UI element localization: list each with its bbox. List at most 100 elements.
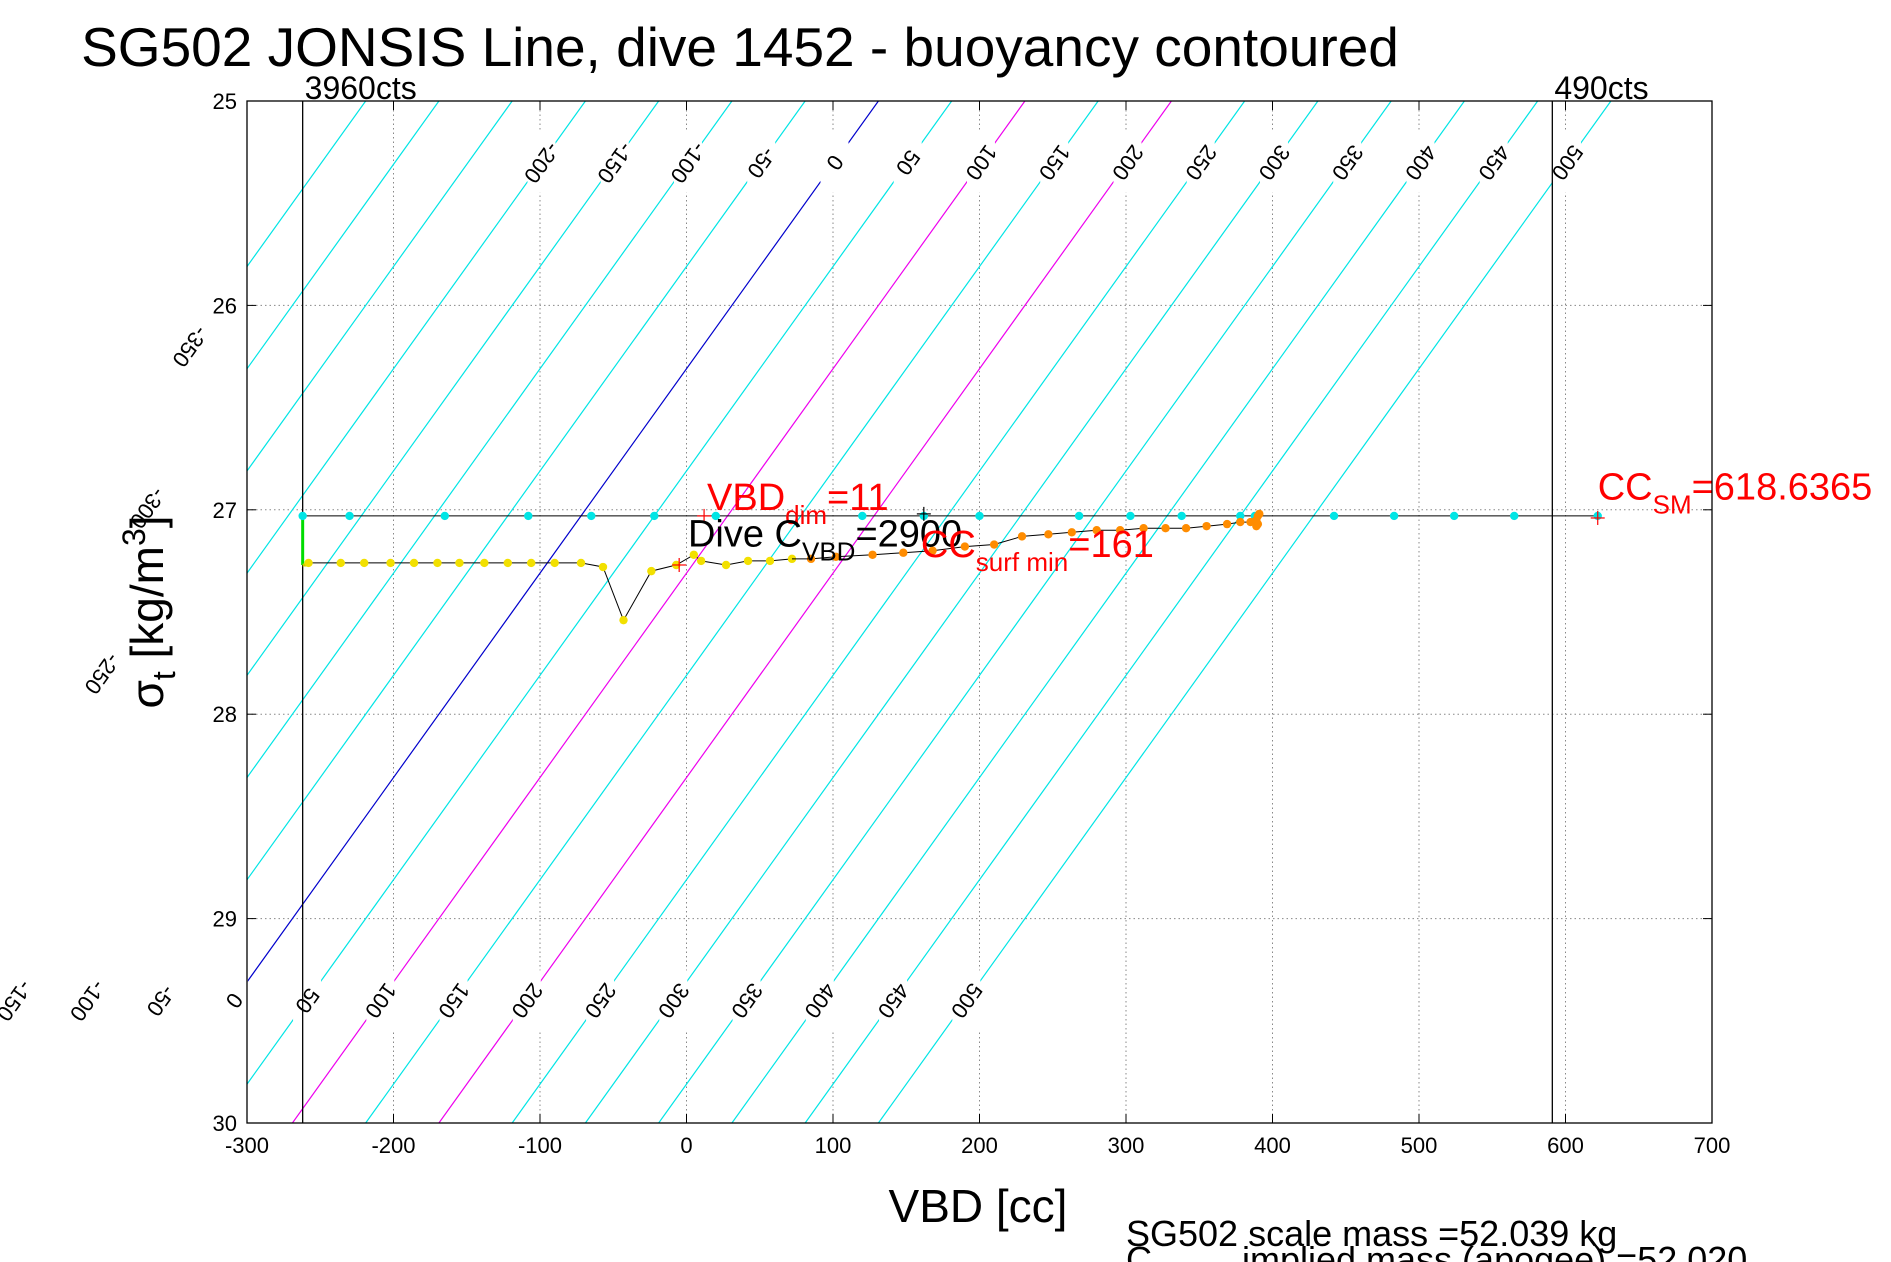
- contour-line: [291, 101, 1026, 1123]
- annotation-main: Dive C: [688, 514, 802, 556]
- data-point: [304, 558, 313, 568]
- annotation-cc-surf-min: CCsurf min=161: [921, 524, 1154, 577]
- annotation-sub: surf min: [976, 547, 1068, 577]
- data-point: [1181, 523, 1191, 533]
- data-point: [433, 558, 442, 568]
- contour-line: [584, 101, 1319, 1123]
- data-point: [1017, 532, 1027, 541]
- data-point: [650, 511, 659, 521]
- annotation-dive-cvbd: Dive CVBD=2900: [688, 514, 962, 567]
- implied-mass-rest: implied mass (apogee) =52.020: [1242, 1239, 1747, 1262]
- contour-labels: -200 -150 -100 -50 0 50 100 150 200 250 300 350 400 4…: [0, 132, 1588, 1031]
- contour-line: [365, 101, 1099, 1123]
- contour-label-bg: [820, 132, 849, 193]
- contour-label: -150: [592, 137, 638, 187]
- contour-line: [438, 101, 1172, 1123]
- contour-label-bg: [527, 132, 556, 193]
- x-tick-label: -200: [371, 1133, 415, 1158]
- data-point: [899, 548, 908, 557]
- contour-label-bg: [732, 970, 761, 1031]
- contour-line: [247, 101, 586, 575]
- contour-label: 250: [1180, 140, 1222, 184]
- contour-line: [247, 101, 953, 1086]
- data-point: [1255, 509, 1264, 519]
- y-axis-label-sigma: σ: [121, 680, 173, 708]
- y-tick-label: 25: [213, 89, 237, 114]
- data-point: [858, 511, 867, 521]
- data-series: [298, 506, 1605, 625]
- data-point: [743, 556, 753, 566]
- data-point: [298, 511, 307, 521]
- contour-label: 150: [1034, 140, 1076, 184]
- contour-label-bg: [659, 970, 688, 1031]
- contour-label-bg: [1552, 132, 1581, 193]
- contour-label-bg: [805, 970, 834, 1031]
- x-tick-label: -300: [225, 1133, 269, 1158]
- contour-label-bg: [87, 643, 116, 704]
- annotation-value: =618.6365: [1692, 467, 1873, 509]
- contour-label: 200: [506, 978, 548, 1022]
- contour-label-bg: [512, 970, 541, 1031]
- x-tick-label: -100: [518, 1133, 562, 1158]
- contour-label-bg: [73, 970, 102, 1031]
- contour-label-bg: [586, 970, 615, 1031]
- data-point: [1126, 511, 1135, 521]
- contour-label: 400: [799, 978, 841, 1022]
- contour-line: [247, 101, 733, 779]
- contour-label-bg: [146, 970, 175, 1031]
- contour-label: -100: [65, 975, 111, 1025]
- contour-label: -200: [519, 137, 565, 187]
- y-axis-label-sup: 3: [116, 528, 152, 546]
- contour-label: 450: [873, 978, 915, 1022]
- x-tick-label: 700: [1694, 1133, 1731, 1158]
- contour-label-bg: [747, 132, 776, 193]
- contour-line: [247, 101, 513, 472]
- data-point: [386, 558, 395, 568]
- data-point: [550, 558, 559, 568]
- data-point: [1177, 511, 1186, 521]
- contour-label-bg: [1259, 132, 1288, 193]
- contour-label-bg: [219, 970, 248, 1031]
- annotation-sub: dim: [785, 500, 827, 530]
- data-point: [1092, 526, 1101, 535]
- data-point: [1074, 511, 1084, 521]
- buoyancy-contours: [247, 101, 1612, 1123]
- annotation-vbd-dim: VBDdim=11: [707, 477, 889, 530]
- contour-line: [247, 101, 660, 677]
- annotation-sub: SM: [1653, 490, 1692, 520]
- x-tick-label: 500: [1401, 1133, 1438, 1158]
- contour-label: 400: [1400, 140, 1442, 184]
- contour-label-bg: [673, 132, 702, 193]
- data-point: [336, 558, 345, 568]
- y-tick-label: 26: [213, 293, 237, 318]
- data-point: [576, 558, 586, 568]
- annotation-main: CC: [1598, 467, 1653, 509]
- data-point: [1389, 511, 1399, 521]
- implied-mass-c: C: [1126, 1239, 1152, 1262]
- contour-label: 250: [580, 978, 622, 1022]
- data-point: [345, 511, 354, 521]
- data-point: [1252, 521, 1261, 531]
- contour-label-bg: [293, 970, 322, 1031]
- contour-label: 100: [360, 978, 402, 1022]
- contour-line: [511, 101, 1246, 1123]
- data-point: [960, 542, 970, 551]
- contour-label-bg: [1040, 132, 1069, 193]
- contour-label-bg: [966, 132, 995, 193]
- vbd-limit-lines: 3960cts 490cts: [302, 70, 1649, 1123]
- contour-label: 300: [653, 978, 695, 1022]
- scale-mass-text: SG502 scale mass =52.039 kg: [1126, 1213, 1617, 1254]
- data-point: [689, 550, 699, 559]
- x-axis-label: VBD [cc]: [889, 1180, 1068, 1232]
- contour-label-bg: [0, 970, 29, 1031]
- data-point: [360, 558, 369, 568]
- annotation-cc-sm: CCSM=618.6365: [1598, 467, 1873, 520]
- annotation-main: VBD: [707, 477, 785, 519]
- contour-line: [731, 101, 1465, 1123]
- data-point: [440, 511, 449, 521]
- contour-label-bg: [366, 970, 395, 1031]
- contour-label: 300: [1254, 140, 1296, 184]
- data-point: [1510, 511, 1519, 521]
